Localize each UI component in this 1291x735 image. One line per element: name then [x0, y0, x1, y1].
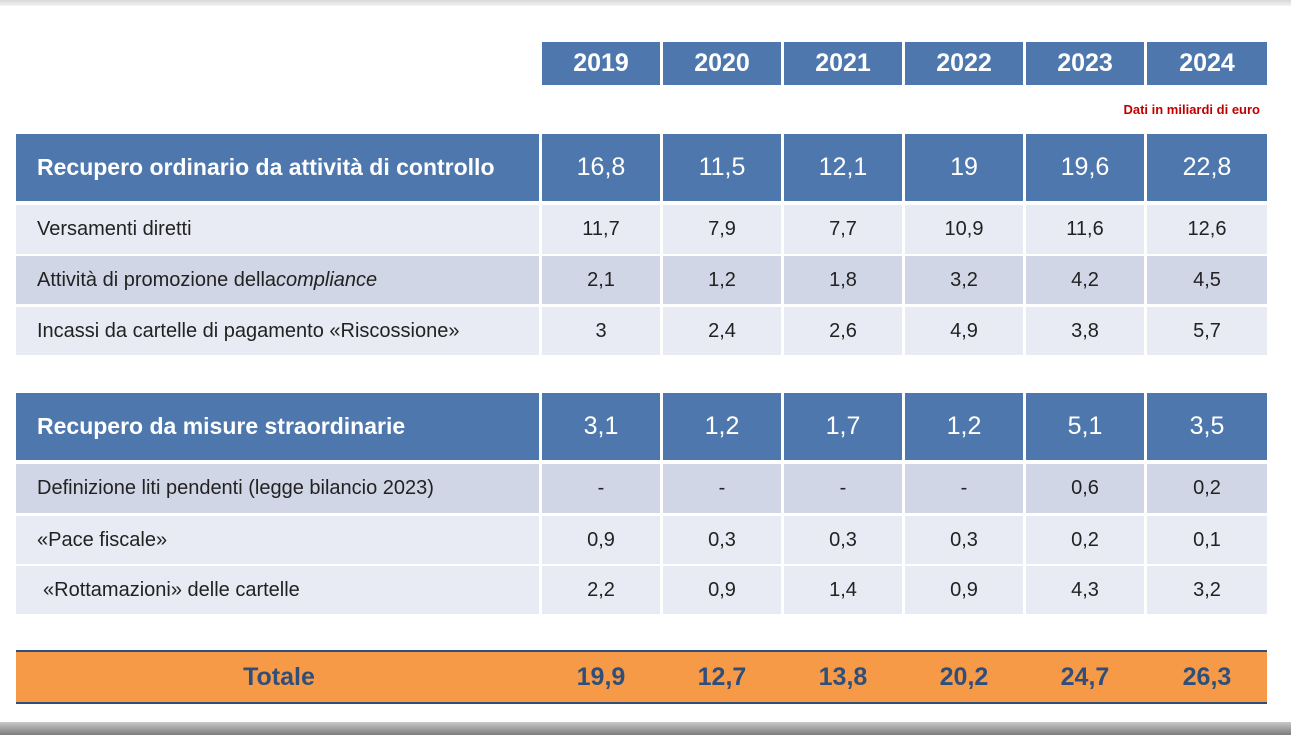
- value-cell: 2,2: [542, 566, 660, 614]
- value-cell: 0,9: [542, 516, 660, 564]
- year-header-2019: 2019: [542, 42, 660, 85]
- row-label: Incassi da cartelle di pagamento «Riscos…: [16, 307, 539, 355]
- value-cell: 1,4: [784, 566, 902, 614]
- table-row: Definizione liti pendenti (legge bilanci…: [16, 464, 1267, 513]
- value-cell: 0,3: [905, 516, 1023, 564]
- row-label: Attività di promozione della compliance: [16, 256, 539, 304]
- table-row: «Pace fiscale» 0,9 0,3 0,3 0,3 0,2 0,1: [16, 516, 1267, 564]
- value-cell: 19: [905, 134, 1023, 201]
- value-cell: 12,1: [784, 134, 902, 201]
- row-label: Versamenti diretti: [16, 205, 539, 254]
- top-edge: [0, 0, 1291, 6]
- total-row: Totale 19,9 12,7 13,8 20,2 24,7 26,3: [16, 650, 1267, 704]
- table-row: «Rottamazioni» delle cartelle 2,2 0,9 1,…: [16, 566, 1267, 614]
- total-value: 24,7: [1060, 662, 1110, 691]
- value-cell: 1,8: [784, 256, 902, 304]
- value-cell: -: [663, 464, 781, 513]
- value-cell: 0,3: [784, 516, 902, 564]
- value-cell: 0,3: [663, 516, 781, 564]
- table-row: Attività di promozione della compliance …: [16, 256, 1267, 304]
- value-cell: 22,8: [1147, 134, 1267, 201]
- value-cell: 11,7: [542, 205, 660, 254]
- value-cell: 0,2: [1147, 464, 1267, 513]
- total-value: 13,8: [818, 662, 868, 691]
- value-cell: 11,5: [663, 134, 781, 201]
- year-header-2021: 2021: [784, 42, 902, 85]
- year-header-2023: 2023: [1026, 42, 1144, 85]
- value-cell: -: [542, 464, 660, 513]
- value-cell: 1,2: [663, 393, 781, 460]
- value-cell: 3: [542, 307, 660, 355]
- value-cell: 5,1: [1026, 393, 1144, 460]
- section-header-straordinario: Recupero da misure straordinarie 3,1 1,2…: [16, 393, 1267, 460]
- value-cell: 0,9: [663, 566, 781, 614]
- year-header-2020: 2020: [663, 42, 781, 85]
- value-cell: 3,2: [905, 256, 1023, 304]
- value-cell: 1,2: [905, 393, 1023, 460]
- value-cell: 19,6: [1026, 134, 1144, 201]
- table-row: Versamenti diretti 11,7 7,9 7,7 10,9 11,…: [16, 205, 1267, 254]
- value-cell: 3,5: [1147, 393, 1267, 460]
- value-cell: 2,1: [542, 256, 660, 304]
- value-cell: 4,3: [1026, 566, 1144, 614]
- value-cell: 0,9: [905, 566, 1023, 614]
- total-label: Totale: [243, 662, 315, 691]
- row-label: «Rottamazioni» delle cartelle: [16, 566, 539, 614]
- value-cell: 4,2: [1026, 256, 1144, 304]
- value-cell: 11,6: [1026, 205, 1144, 254]
- value-cell: 3,1: [542, 393, 660, 460]
- value-cell: 1,2: [663, 256, 781, 304]
- value-cell: 3,2: [1147, 566, 1267, 614]
- value-cell: 1,7: [784, 393, 902, 460]
- value-cell: 7,9: [663, 205, 781, 254]
- row-label-text: Attività di promozione della: [37, 268, 277, 291]
- value-cell: 5,7: [1147, 307, 1267, 355]
- total-value: 26,3: [1182, 662, 1232, 691]
- value-cell: 2,6: [784, 307, 902, 355]
- year-header-2022: 2022: [905, 42, 1023, 85]
- value-cell: 4,9: [905, 307, 1023, 355]
- value-cell: 0,2: [1026, 516, 1144, 564]
- bottom-edge: [0, 722, 1291, 735]
- value-cell: 4,5: [1147, 256, 1267, 304]
- value-cell: 12,6: [1147, 205, 1267, 254]
- year-header-2024: 2024: [1147, 42, 1267, 85]
- value-cell: 7,7: [784, 205, 902, 254]
- value-cell: 3,8: [1026, 307, 1144, 355]
- unit-note: Dati in miliardi di euro: [1123, 102, 1260, 117]
- value-cell: -: [905, 464, 1023, 513]
- value-cell: 0,1: [1147, 516, 1267, 564]
- row-label-emphasis: compliance: [276, 268, 378, 291]
- row-label: «Pace fiscale»: [16, 516, 539, 564]
- table-row: Incassi da cartelle di pagamento «Riscos…: [16, 307, 1267, 355]
- total-value: 12,7: [697, 662, 747, 691]
- value-cell: 16,8: [542, 134, 660, 201]
- value-cell: 2,4: [663, 307, 781, 355]
- section-header-ordinario: Recupero ordinario da attività di contro…: [16, 134, 1267, 201]
- value-cell: 10,9: [905, 205, 1023, 254]
- section-label: Recupero ordinario da attività di contro…: [16, 134, 539, 201]
- total-value: 20,2: [939, 662, 989, 691]
- value-cell: 0,6: [1026, 464, 1144, 513]
- total-value: 19,9: [576, 662, 626, 691]
- value-cell: -: [784, 464, 902, 513]
- row-label: Definizione liti pendenti (legge bilanci…: [16, 464, 539, 513]
- section-label: Recupero da misure straordinarie: [16, 393, 539, 460]
